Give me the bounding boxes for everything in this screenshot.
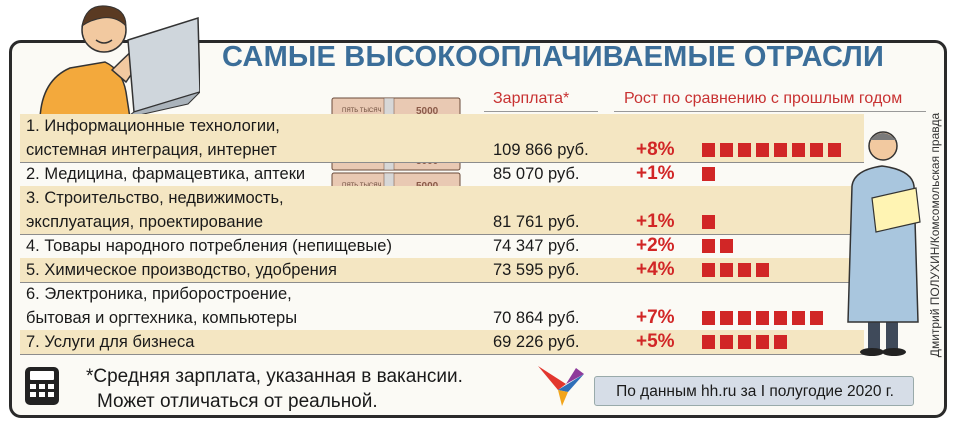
growth-bar-square	[792, 143, 805, 157]
growth-label: +8%	[636, 139, 675, 160]
industry-name: эксплуатация, проектирование	[26, 213, 264, 231]
industry-name: 5. Химическое производство, удобрения	[26, 261, 337, 279]
growth-label: +7%	[636, 307, 675, 328]
growth-bar-square	[756, 311, 769, 325]
growth-bar-square	[756, 263, 769, 277]
growth-bar-square	[738, 311, 751, 325]
row-highlight	[20, 186, 864, 234]
footnote: *Средняя зарплата, указанная в вакансии.…	[86, 364, 463, 414]
industry-name: 7. Услуги для бизнеса	[26, 333, 195, 351]
growth-bar-square	[738, 263, 751, 277]
growth-column-header: Рост по сравнению с прошлым годом	[624, 90, 903, 107]
growth-bar-square	[720, 263, 733, 277]
footnote-line-1: *Средняя зарплата, указанная в вакансии.	[86, 366, 463, 387]
salary-value: 109 866 руб.	[493, 141, 589, 159]
row-separator	[20, 354, 864, 355]
growth-bar-square	[702, 167, 715, 181]
growth-bar-square	[828, 143, 841, 157]
growth-bar-square	[720, 239, 733, 253]
salary-value: 81 761 руб.	[493, 213, 580, 231]
bird-logo-icon	[538, 366, 584, 406]
doctor-with-document-illustration	[847, 131, 921, 356]
growth-bar-square	[720, 311, 733, 325]
row-separator	[20, 282, 864, 283]
growth-bar-square	[774, 335, 787, 349]
growth-bar-square	[702, 263, 715, 277]
growth-label: +1%	[636, 211, 675, 232]
growth-label: +2%	[636, 235, 675, 256]
banknote-value: 5000	[416, 106, 439, 117]
row-separator	[20, 234, 864, 235]
growth-bar-square	[774, 143, 787, 157]
salary-value: 85 070 руб.	[493, 165, 580, 183]
growth-bar-square	[702, 215, 715, 229]
industry-name: бытовая и оргтехника, компьютеры	[26, 309, 298, 327]
source-box: По данным hh.ru за I полугодие 2020 г.	[594, 376, 914, 406]
industry-name: 1. Информационные технологии,	[26, 117, 280, 135]
banknote-label: ПЯТЬ ТЫСЯЧ	[342, 108, 382, 114]
header-underline	[484, 111, 598, 112]
salary-column-header: Зарплата*	[493, 90, 570, 107]
growth-bar-square	[720, 335, 733, 349]
growth-bar-square	[810, 143, 823, 157]
growth-bar-square	[720, 143, 733, 157]
industry-name: 3. Строительство, недвижимость,	[26, 189, 284, 207]
row-separator	[20, 162, 864, 163]
industry-name: системная интеграция, интернет	[26, 141, 277, 159]
growth-bar-square	[738, 143, 751, 157]
man-with-laptop-illustration	[39, 5, 200, 118]
growth-label: +5%	[636, 331, 675, 352]
growth-bar-square	[738, 335, 751, 349]
header-underline	[614, 111, 926, 112]
industry-name: 2. Медицина, фармацевтика, аптеки	[26, 165, 306, 183]
growth-label: +1%	[636, 163, 675, 184]
calculator-icon	[25, 367, 59, 405]
footnote-line-2: Может отличаться от реальной.	[97, 391, 378, 412]
growth-bar-square	[702, 239, 715, 253]
growth-bar-square	[810, 311, 823, 325]
growth-bar-square	[702, 143, 715, 157]
growth-bar-square	[792, 311, 805, 325]
growth-bar-square	[774, 311, 787, 325]
growth-label: +4%	[636, 259, 675, 280]
photo-credit: Дмитрий ПОЛУХИН/Комсомольская правда	[928, 112, 942, 358]
growth-bar-square	[756, 335, 769, 349]
industry-name: 6. Электроника, приборостроение,	[26, 285, 292, 303]
salary-value: 74 347 руб.	[493, 237, 580, 255]
salary-value: 73 595 руб.	[493, 261, 580, 279]
salary-value: 69 226 руб.	[493, 333, 580, 351]
infographic-title: САМЫЕ ВЫСОКООПЛАЧИВАЕМЫЕ ОТРАСЛИ	[222, 41, 885, 73]
growth-bar-square	[702, 311, 715, 325]
salary-value: 70 864 руб.	[493, 309, 580, 327]
growth-bar-square	[702, 335, 715, 349]
growth-bar-square	[756, 143, 769, 157]
industry-name: 4. Товары народного потребления (непищев…	[26, 237, 392, 255]
source-text: По данным hh.ru за I полугодие 2020 г.	[616, 383, 894, 400]
